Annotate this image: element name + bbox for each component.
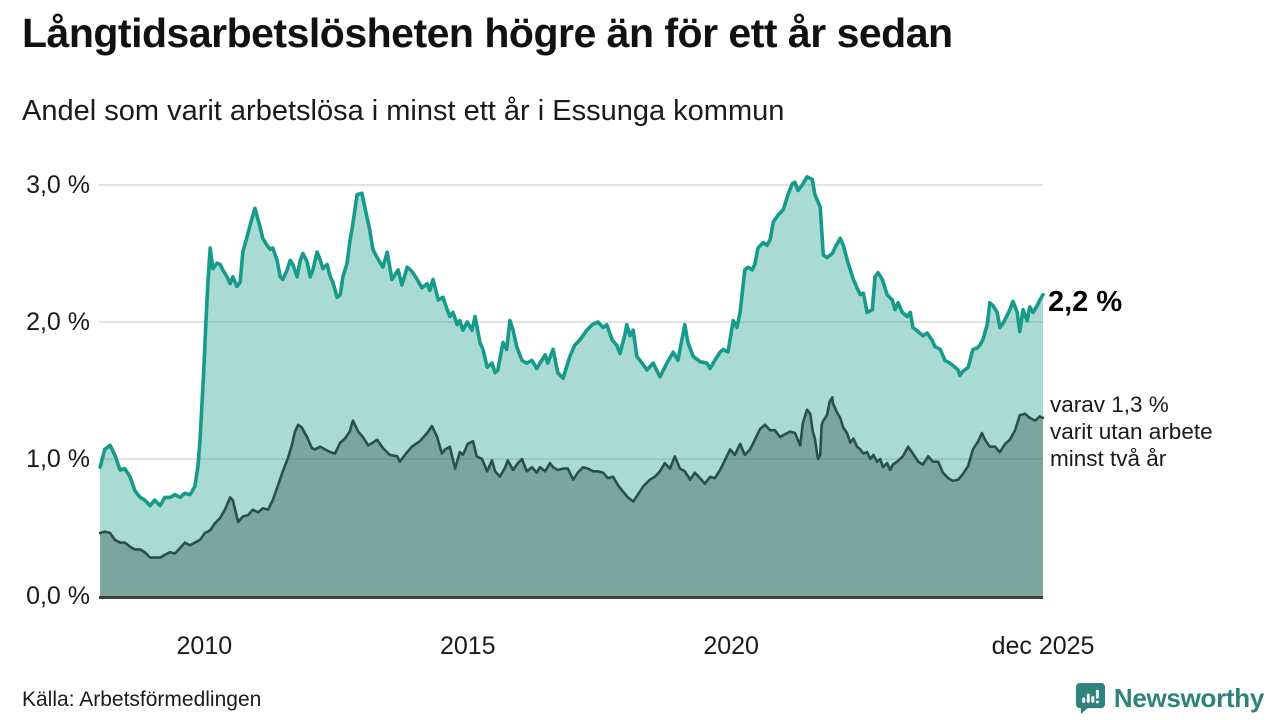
secondary-value-annotation: varav 1,3 % varit utan arbete minst två …	[1050, 391, 1213, 472]
x-tick-label: 2015	[439, 632, 496, 660]
area-unemployed-two-years	[100, 397, 1044, 596]
line-unemployed-two-years	[98, 396, 1045, 559]
newsworthy-logo: Newsworthy	[1075, 682, 1264, 714]
page-title: Långtidsarbetslösheten högre än för ett …	[22, 10, 953, 56]
chart-subtitle: Andel som varit arbetslösa i minst ett å…	[22, 95, 785, 127]
y-tick-label: 1,0 %	[26, 445, 90, 473]
newsworthy-icon	[1075, 682, 1105, 714]
annotation-line: varit utan arbete	[1050, 419, 1213, 444]
x-tick-label: 2020	[703, 632, 759, 660]
y-tick-label: 2,0 %	[26, 308, 90, 336]
y-tick-label: 3,0 %	[26, 171, 90, 199]
y-tick-label: 0,0 %	[26, 582, 90, 610]
source-note: Källa: Arbetsförmedlingen	[22, 688, 262, 711]
annotation-line: minst två år	[1050, 446, 1167, 471]
annotation-line: varav 1,3 %	[1050, 392, 1169, 417]
line-unemployed-one-year	[98, 175, 1045, 508]
latest-value-label: 2,2 %	[1048, 286, 1123, 318]
x-tick-label: 2010	[176, 632, 233, 660]
x-tick-label: dec 2025	[991, 632, 1095, 660]
newsworthy-wordmark: Newsworthy	[1113, 682, 1264, 713]
